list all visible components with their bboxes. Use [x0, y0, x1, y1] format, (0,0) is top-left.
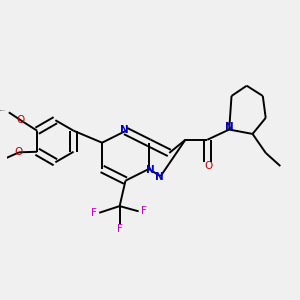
- Text: O: O: [14, 147, 22, 157]
- Text: N: N: [155, 172, 164, 182]
- Text: N: N: [225, 122, 234, 132]
- Text: methoxy: methoxy: [0, 110, 6, 111]
- Text: F: F: [91, 208, 97, 218]
- Text: F: F: [117, 224, 123, 234]
- Text: O: O: [16, 115, 25, 125]
- Text: N: N: [120, 125, 129, 135]
- Text: N: N: [146, 165, 154, 175]
- Text: F: F: [141, 206, 147, 216]
- Text: O: O: [205, 161, 213, 171]
